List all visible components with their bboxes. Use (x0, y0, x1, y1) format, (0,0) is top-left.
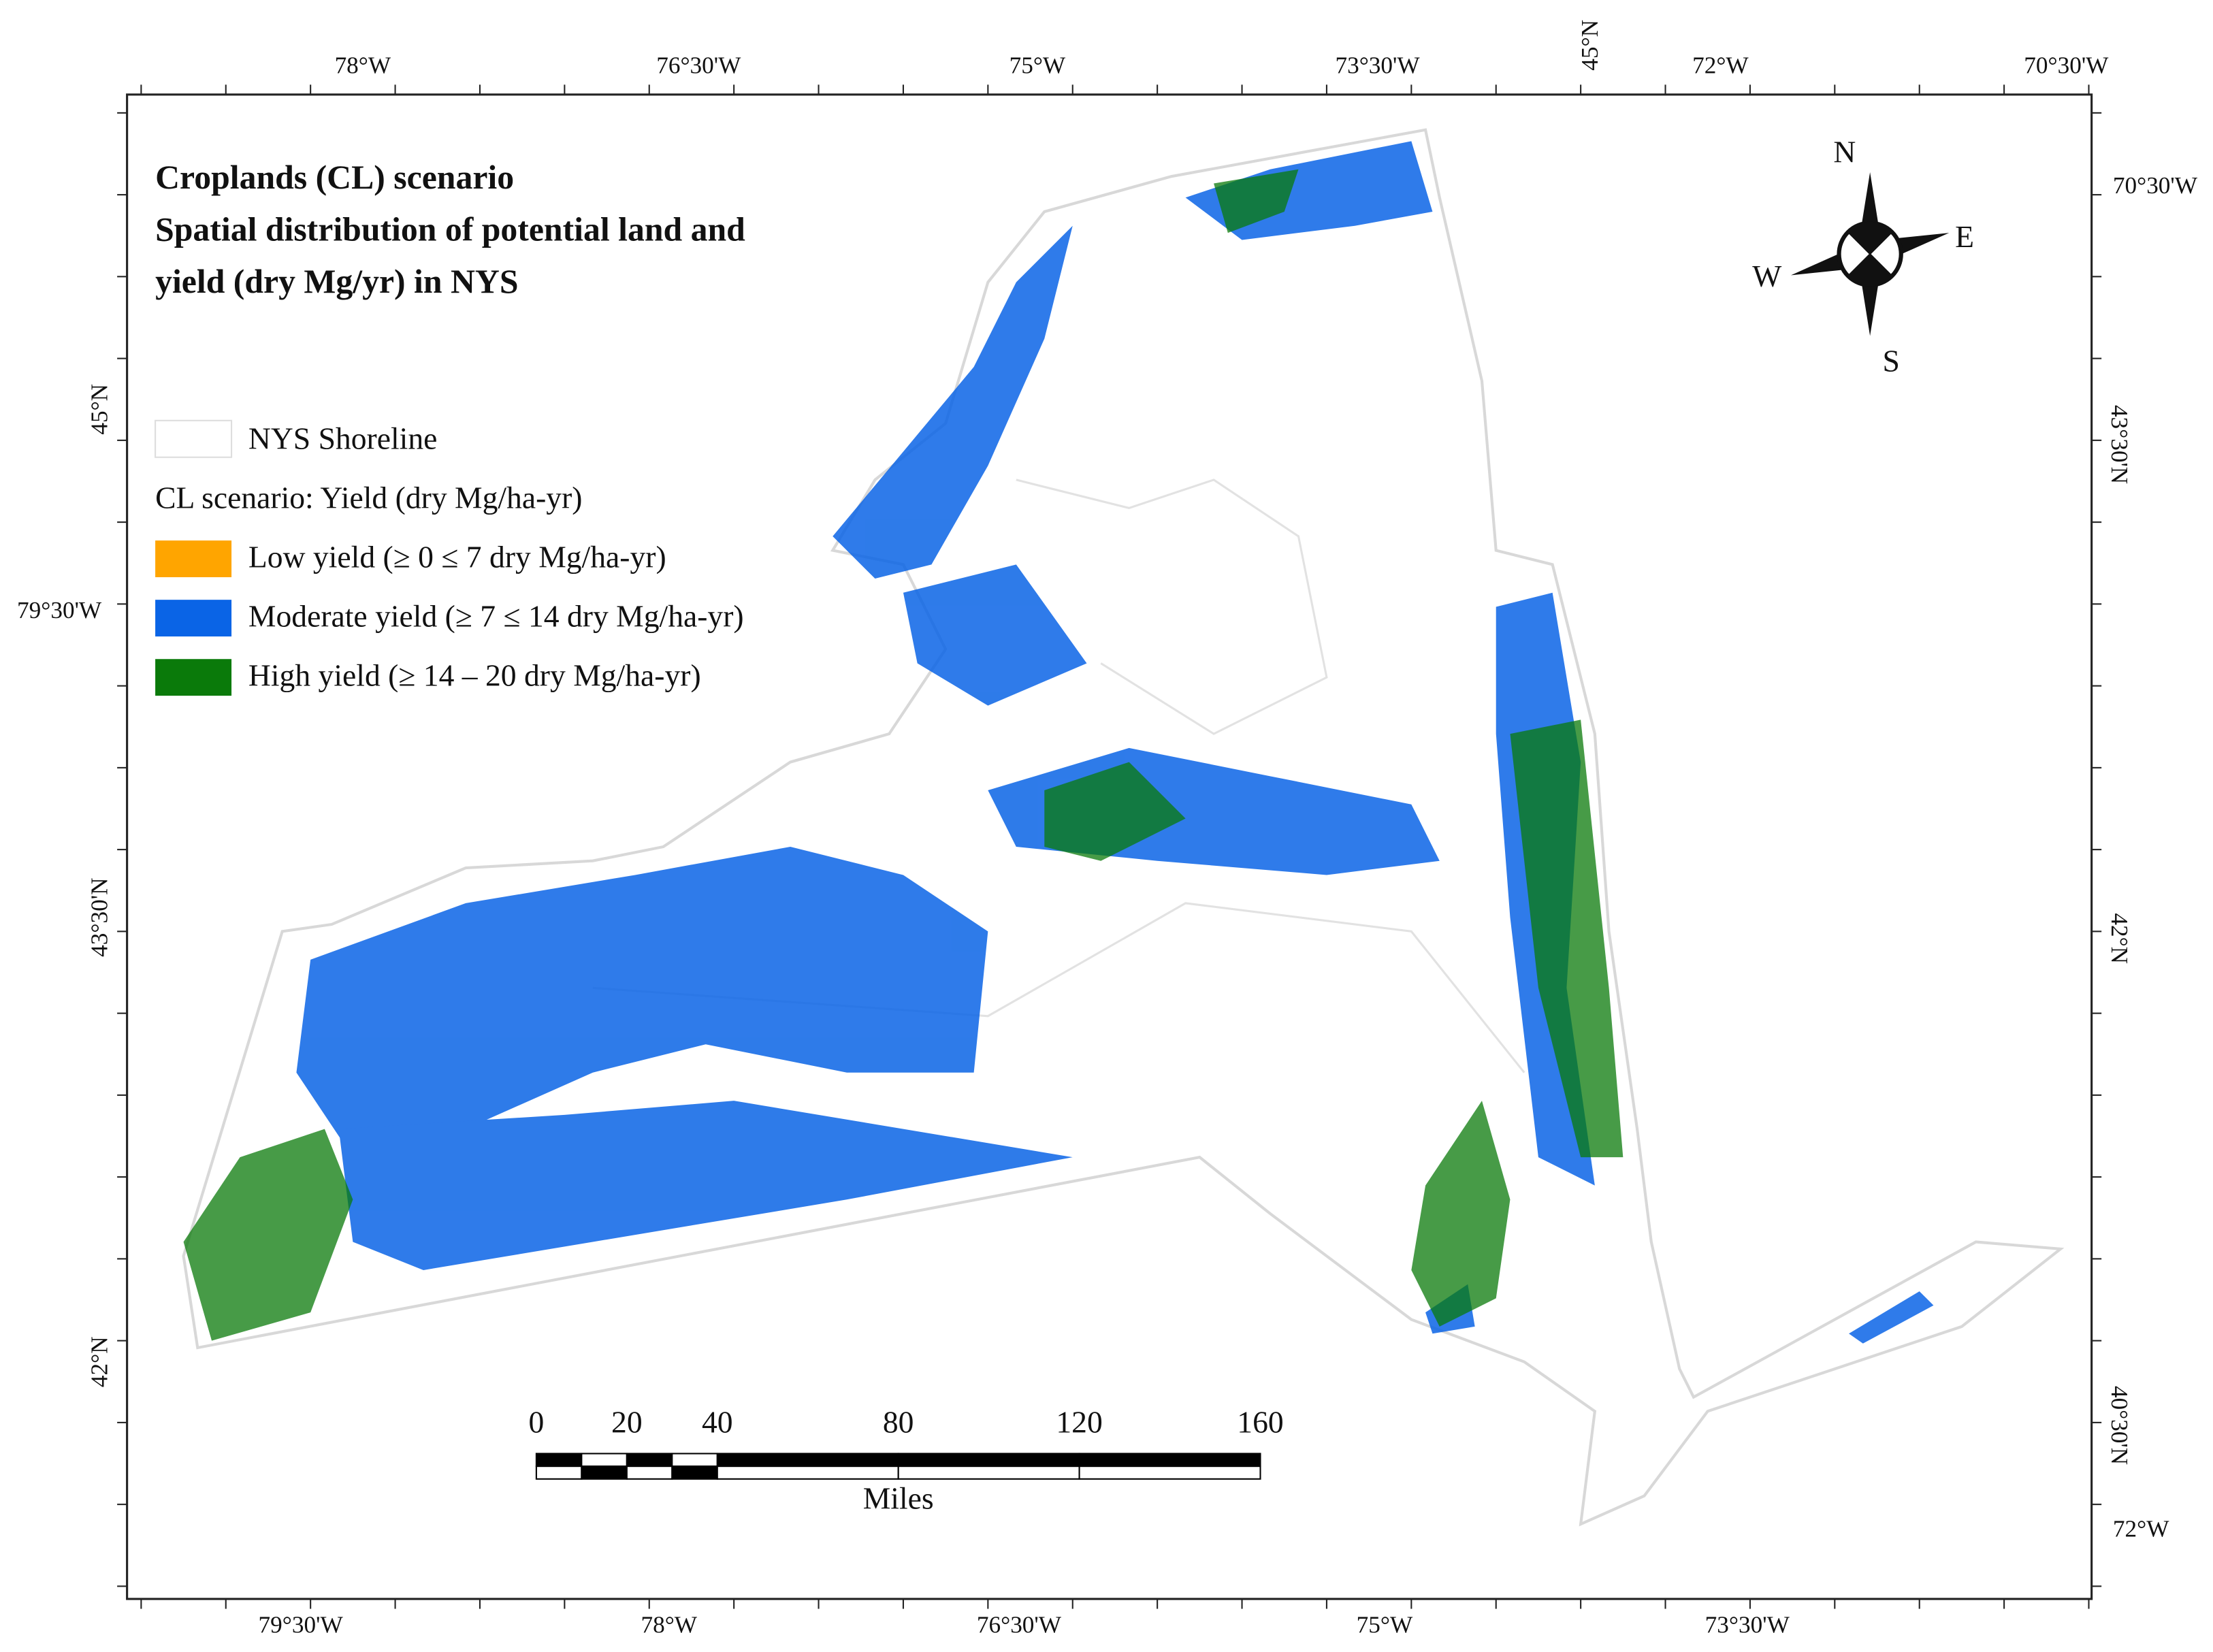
scale-segment (626, 1453, 673, 1468)
graticule-label: 75°W (1009, 52, 1066, 79)
compass-label: S (1883, 343, 1900, 378)
graticule-label: 73°30'W (1335, 52, 1420, 79)
graticule-label: 76°30'W (656, 52, 741, 79)
graticule-label: 75°W (1357, 1612, 1413, 1638)
compass-labels: N E S W (1752, 135, 1974, 378)
scale-segment (535, 1465, 583, 1480)
graticule-label: 78°W (641, 1612, 697, 1638)
scale-segment (716, 1465, 899, 1480)
legend-swatch (155, 659, 232, 696)
compass-label: N (1833, 135, 1856, 169)
compass-label: E (1955, 219, 1974, 254)
scale-tick-label: 40 (702, 1404, 733, 1439)
graticule-label: 43°30'N (86, 877, 112, 956)
graticule-label: 70°30'W (2024, 52, 2109, 79)
graticule-label: 42°N (2106, 913, 2133, 964)
legend-heading: CL scenario: Yield (dry Mg/ha-yr) (155, 480, 582, 515)
graticule-label: 73°30'W (1705, 1612, 1790, 1638)
scale-tick-label: 160 (1237, 1404, 1283, 1439)
graticule-label: 70°30'W (2113, 172, 2198, 199)
scale-segment (897, 1465, 1080, 1480)
scale-segment (897, 1453, 1080, 1468)
graticule-label: 79°30'W (259, 1612, 344, 1638)
scale-segment (626, 1465, 673, 1480)
graticule-label: 40°30'N (2106, 1386, 2133, 1465)
legend-swatch (155, 419, 233, 458)
scale-segment (1078, 1453, 1261, 1468)
scale-unit: Miles (863, 1480, 934, 1515)
title-line: yield (dry Mg/yr) in NYS (155, 263, 518, 300)
graticule-label: 45°N (1577, 20, 1603, 71)
title: Croplands (CL) scenario Spatial distribut… (155, 159, 745, 300)
scale-tick-label: 20 (611, 1404, 643, 1439)
compass (1790, 172, 1950, 336)
scale-segment (581, 1465, 628, 1480)
legend-label: Moderate yield (≥ 7 ≤ 14 dry Mg/ha-yr) (248, 599, 744, 634)
scale-tick-label: 80 (883, 1404, 914, 1439)
title-line: Croplands (CL) scenario (155, 159, 514, 196)
scale-tick-label: 0 (528, 1404, 544, 1439)
legend-label: High yield (≥ 14 – 20 dry Mg/ha-yr) (248, 658, 701, 693)
scale-bar: 0 20 40 80 120 160 Miles (528, 1404, 1283, 1515)
graticule-label: 79°30'W (17, 597, 102, 623)
graticule-labels: 78°W 76°30'W 75°W 73°30'W 45°N 72°W 70°30'W 79°… (17, 20, 2198, 1638)
scale-segment (535, 1453, 583, 1468)
graticule-label: 45°N (86, 384, 112, 435)
graticule-label: 76°30'W (977, 1612, 1062, 1638)
graticule-label: 78°W (335, 52, 391, 79)
legend-swatch (155, 600, 232, 637)
scale-tick-label: 120 (1056, 1404, 1102, 1439)
high-yield-area (183, 169, 1624, 1341)
scale-segment (716, 1453, 899, 1468)
legend-swatch (155, 540, 232, 577)
scale-segment (1078, 1465, 1261, 1480)
compass-label: W (1752, 259, 1781, 293)
legend-label: Low yield (≥ 0 ≤ 7 dry Mg/ha-yr) (248, 540, 666, 574)
graticule-label: 42°N (86, 1336, 112, 1387)
graticule-label: 43°30'N (2106, 405, 2133, 484)
title-line: Spatial distribution of potential land a… (155, 211, 745, 248)
graticule-label: 72°W (2113, 1516, 2169, 1542)
legend: NYS Shoreline CL scenario: Yield (dry Mg/… (155, 419, 744, 696)
scale-segment (581, 1453, 628, 1468)
scale-segment (671, 1465, 718, 1480)
scale-segment (671, 1453, 718, 1468)
frame-ticks (117, 84, 2102, 1609)
graticule-label: 72°W (1692, 52, 1749, 79)
legend-label: NYS Shoreline (248, 421, 437, 455)
